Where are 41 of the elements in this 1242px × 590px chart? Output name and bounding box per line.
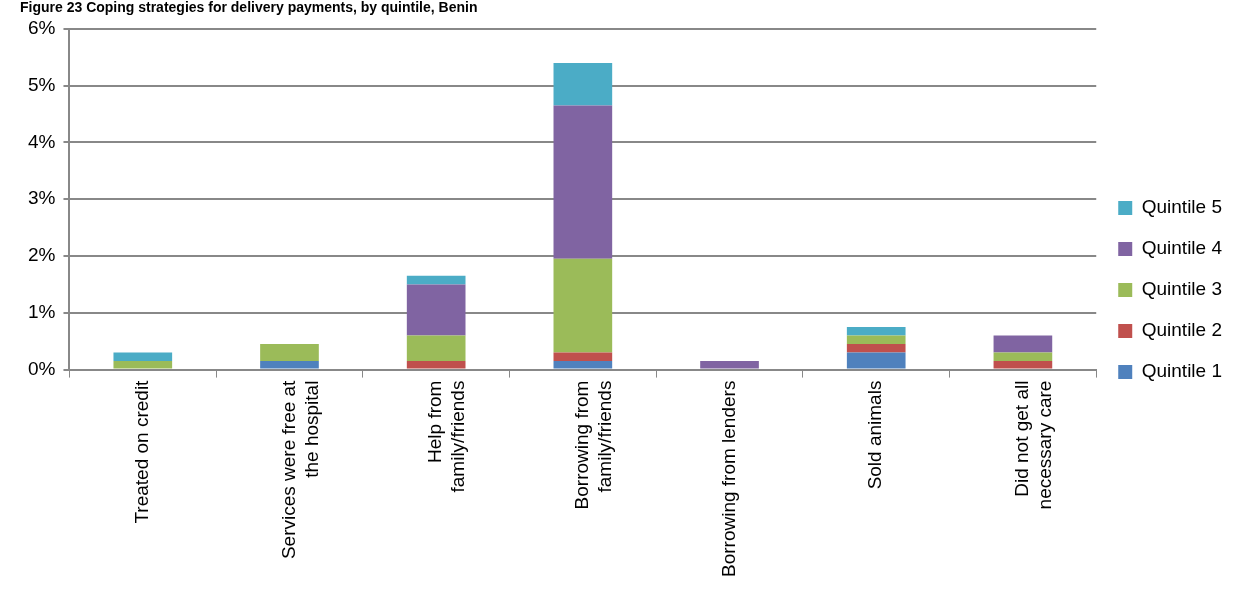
y-tick-label: 6% [27, 17, 56, 39]
bar [406, 361, 466, 369]
x-tick-label: Treated on credit [131, 379, 153, 524]
bar [406, 335, 466, 362]
bar [406, 284, 466, 336]
bar [846, 335, 906, 345]
x-tick-label: Help from family/friends [424, 380, 469, 493]
bar [846, 352, 906, 369]
chart-title: Figure 23 Coping strategies for delivery payments, by quintile, Benin [20, 0, 478, 16]
y-tick-label: 0% [27, 357, 56, 379]
y-tick-label: 1% [27, 301, 56, 323]
bar [553, 352, 613, 362]
bar [993, 361, 1053, 369]
legend-label: Quintile 1 [1141, 360, 1223, 382]
x-tick-label: Sold animals [864, 380, 886, 490]
bar [553, 258, 613, 353]
legend-label: Quintile 3 [1141, 278, 1223, 300]
bar [260, 361, 319, 369]
bar [553, 361, 613, 369]
bar [993, 335, 1053, 353]
x-tick-label: Services were free at the hospital [277, 379, 322, 560]
legend-label: Quintile 4 [1141, 237, 1223, 259]
x-tick-label: Did not get all necessary care [1011, 380, 1055, 510]
legend-label: Quintile 5 [1141, 196, 1223, 218]
y-tick-label: 2% [27, 244, 56, 266]
bar [113, 352, 173, 362]
bar [846, 326, 906, 336]
y-tick-label: 5% [27, 73, 56, 95]
y-tick-label: 4% [27, 130, 56, 152]
bar [553, 105, 613, 259]
bar [700, 361, 759, 369]
bar [406, 275, 466, 285]
legend-label: Quintile 2 [1141, 319, 1223, 341]
bar [260, 344, 319, 362]
x-tick-label: Borrowing from family/friends [571, 380, 615, 510]
y-tick-label: 3% [27, 187, 56, 209]
bar [846, 344, 906, 353]
bar [553, 62, 613, 106]
x-tick-label: Borrowing from lenders [717, 380, 739, 578]
bar [113, 361, 173, 369]
bar [993, 352, 1053, 362]
